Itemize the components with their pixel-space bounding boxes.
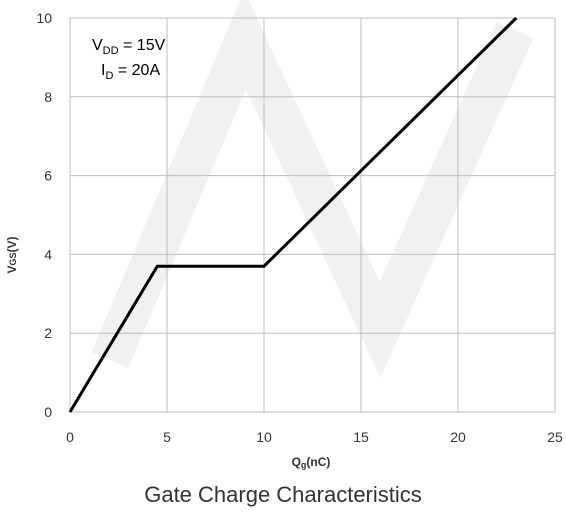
x-tick-label: 5 xyxy=(163,429,171,445)
y-axis-label-sub: GS xyxy=(8,252,18,265)
y-axis-label: VGS(V) xyxy=(5,236,19,273)
annotation-vdd-sub: DD xyxy=(103,45,119,57)
x-tick-label: 25 xyxy=(547,429,563,445)
annotation-id: ID = 20A xyxy=(101,62,160,82)
x-tick-label: 20 xyxy=(450,429,466,445)
y-tick-label: 6 xyxy=(44,168,52,184)
series-line-0 xyxy=(68,16,518,413)
y-tick-label: 10 xyxy=(36,10,52,26)
annotation-id-sub: D xyxy=(105,70,113,82)
y-tick-label: 0 xyxy=(44,404,52,420)
x-axis-label-sub: g xyxy=(301,460,307,470)
x-tick-label: 0 xyxy=(66,429,74,445)
gate-charge-chart: 0 5 10 15 20 25 0 2 4 6 8 10 Qg(nC) VGS(V) VDD = 1… xyxy=(5,0,563,470)
x-tick-label: 10 xyxy=(256,429,272,445)
grid xyxy=(69,17,556,413)
x-axis-label-rest: (nC) xyxy=(306,455,330,469)
watermark-stroke xyxy=(91,0,534,379)
y-tick-label: 2 xyxy=(44,325,52,341)
plot-frame xyxy=(69,17,556,413)
y-tick-label: 8 xyxy=(44,89,52,105)
annotation-vdd: VDD = 15V xyxy=(92,37,166,57)
annotation-id-rest: = 20A xyxy=(113,62,160,79)
x-axis-label: Qg(nC) xyxy=(292,455,331,470)
x-tick-label: 15 xyxy=(353,429,369,445)
y-tick-labels: 0 2 4 6 8 10 xyxy=(36,10,52,420)
y-tick-label: 4 xyxy=(44,246,52,262)
x-tick-labels: 0 5 10 15 20 25 xyxy=(66,429,563,445)
annotation-vdd-rest: = 15V xyxy=(119,37,166,54)
y-axis-label-rest: (V) xyxy=(5,236,19,252)
watermark xyxy=(91,0,534,379)
series-layer xyxy=(68,16,518,413)
chart-caption: Gate Charge Characteristics xyxy=(144,482,422,507)
